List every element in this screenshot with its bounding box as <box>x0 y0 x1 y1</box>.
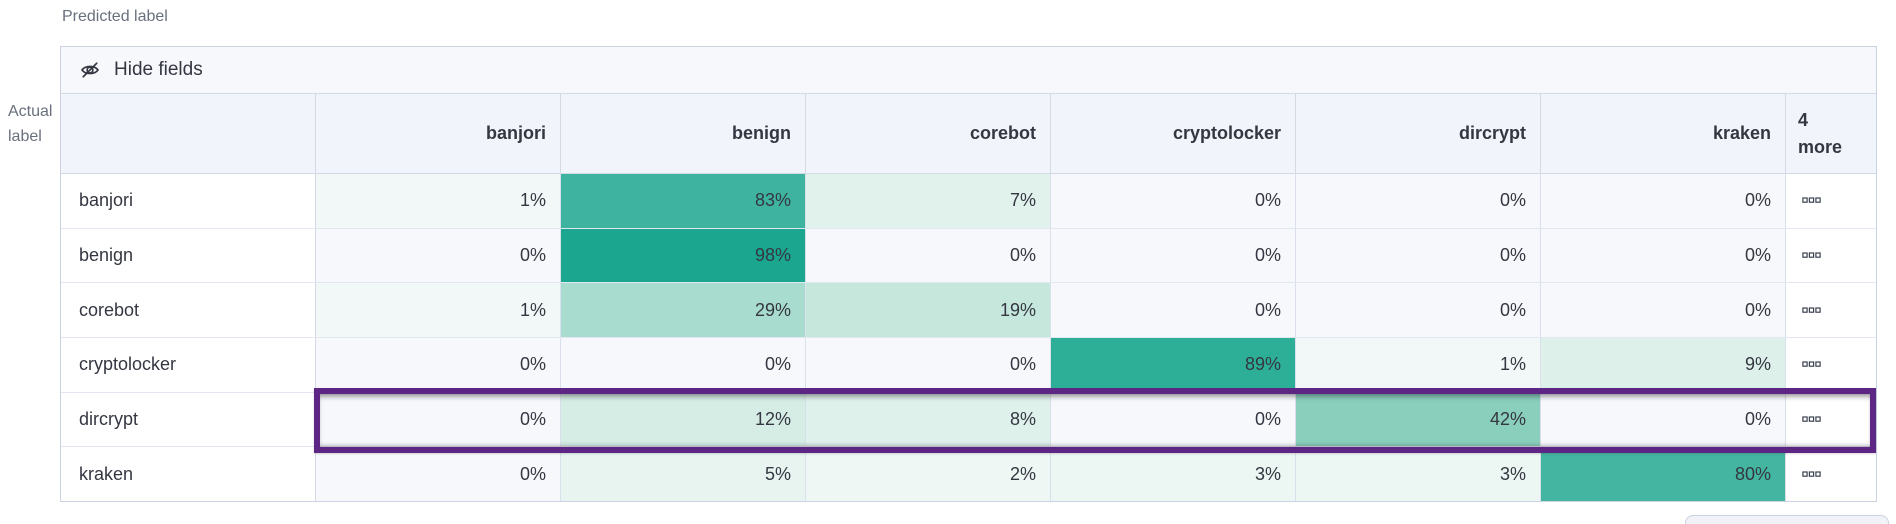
cell-dircrypt-banjori[interactable]: 0% <box>316 392 561 447</box>
boxes-horizontal-icon <box>1802 197 1821 204</box>
matrix-rows: banjori 1% 83% 7% 0% 0% 0% benign 0% 98% 0% 0% 0% 0%… <box>61 174 1876 502</box>
hide-fields-button[interactable]: Hide fields <box>61 47 1876 94</box>
row-label-benign[interactable]: benign <box>61 228 316 283</box>
cell-corebot-kraken[interactable]: 0% <box>1541 283 1786 338</box>
more-columns-word: more <box>1798 136 1843 157</box>
table-row-benign: benign 0% 98% 0% 0% 0% 0% <box>61 228 1876 284</box>
eye-slash-icon <box>81 62 99 78</box>
cell-kraken-dircrypt[interactable]: 3% <box>1296 447 1541 502</box>
matrix-header-row: banjori benign corebot cryptolocker dircrypt… <box>61 94 1876 174</box>
cell-benign-kraken[interactable]: 0% <box>1541 228 1786 283</box>
row-more-cell <box>1786 228 1876 283</box>
cell-corebot-cryptolocker[interactable]: 0% <box>1051 283 1296 338</box>
cell-kraken-cryptolocker[interactable]: 3% <box>1051 447 1296 502</box>
cell-banjori-benign[interactable]: 83% <box>561 174 806 228</box>
actual-label-axis: Actual label <box>8 103 53 145</box>
cell-kraken-corebot[interactable]: 2% <box>806 447 1051 502</box>
cell-benign-dircrypt[interactable]: 0% <box>1296 228 1541 283</box>
cell-banjori-kraken[interactable]: 0% <box>1541 174 1786 228</box>
column-header-benign[interactable]: benign <box>561 94 806 173</box>
cell-cryptolocker-dircrypt[interactable]: 1% <box>1296 338 1541 392</box>
boxes-horizontal-icon <box>1802 361 1821 368</box>
row-expand-button[interactable] <box>1800 359 1823 370</box>
cell-corebot-banjori[interactable]: 1% <box>316 283 561 338</box>
boxes-horizontal-icon <box>1802 416 1821 422</box>
boxes-horizontal-icon <box>1802 471 1821 477</box>
table-row-kraken: kraken 0% 5% 2% 3% 3% 80% <box>61 447 1876 502</box>
cell-kraken-kraken[interactable]: 80% <box>1541 447 1786 502</box>
row-label-header-cell <box>61 94 316 173</box>
confusion-matrix-grid: Hide fields banjori benign corebot cryptolo… <box>60 46 1877 502</box>
cell-kraken-banjori[interactable]: 0% <box>316 447 561 502</box>
row-more-cell <box>1786 283 1876 338</box>
cell-cryptolocker-benign[interactable]: 0% <box>561 338 806 392</box>
cell-cryptolocker-cryptolocker[interactable]: 89% <box>1051 338 1296 392</box>
row-more-cell <box>1786 392 1876 447</box>
cell-benign-banjori[interactable]: 0% <box>316 228 561 283</box>
boxes-horizontal-icon <box>1802 307 1821 313</box>
cell-corebot-corebot[interactable]: 19% <box>806 283 1051 338</box>
hide-fields-label: Hide fields <box>114 59 203 80</box>
table-row-dircrypt: dircrypt 0% 12% 8% 0% 42% 0% <box>61 392 1876 448</box>
cell-banjori-banjori[interactable]: 1% <box>316 174 561 228</box>
column-header-cryptolocker[interactable]: cryptolocker <box>1051 94 1296 173</box>
horizontal-scrollbar[interactable] <box>1685 515 1889 524</box>
cell-benign-corebot[interactable]: 0% <box>806 228 1051 283</box>
cell-benign-benign[interactable]: 98% <box>561 228 806 283</box>
cell-dircrypt-benign[interactable]: 12% <box>561 392 806 447</box>
row-expand-button[interactable] <box>1800 195 1823 206</box>
table-row-banjori: banjori 1% 83% 7% 0% 0% 0% <box>61 174 1876 229</box>
cell-corebot-benign[interactable]: 29% <box>561 283 806 338</box>
row-label-cryptolocker[interactable]: cryptolocker <box>61 338 316 392</box>
row-more-cell <box>1786 174 1876 228</box>
cell-benign-cryptolocker[interactable]: 0% <box>1051 228 1296 283</box>
more-columns-count: 4 <box>1798 109 1809 130</box>
cell-dircrypt-corebot[interactable]: 8% <box>806 392 1051 447</box>
row-label-kraken[interactable]: kraken <box>61 447 316 502</box>
cell-dircrypt-kraken[interactable]: 0% <box>1541 392 1786 447</box>
cell-dircrypt-dircrypt[interactable]: 42% <box>1296 392 1541 447</box>
predicted-label-axis: Predicted label <box>62 8 168 25</box>
row-expand-button[interactable] <box>1800 250 1823 261</box>
cell-kraken-benign[interactable]: 5% <box>561 447 806 502</box>
column-header-more[interactable]: 4 more <box>1786 94 1876 173</box>
row-expand-button[interactable] <box>1800 469 1823 480</box>
row-label-corebot[interactable]: corebot <box>61 283 316 338</box>
table-row-cryptolocker: cryptolocker 0% 0% 0% 89% 1% 9% <box>61 338 1876 393</box>
cell-banjori-corebot[interactable]: 7% <box>806 174 1051 228</box>
cell-banjori-dircrypt[interactable]: 0% <box>1296 174 1541 228</box>
cell-cryptolocker-corebot[interactable]: 0% <box>806 338 1051 392</box>
row-expand-button[interactable] <box>1800 305 1823 316</box>
cell-banjori-cryptolocker[interactable]: 0% <box>1051 174 1296 228</box>
cell-cryptolocker-kraken[interactable]: 9% <box>1541 338 1786 392</box>
row-label-banjori[interactable]: banjori <box>61 174 316 228</box>
table-row-corebot: corebot 1% 29% 19% 0% 0% 0% <box>61 283 1876 339</box>
row-more-cell <box>1786 338 1876 392</box>
row-label-dircrypt[interactable]: dircrypt <box>61 392 316 447</box>
cell-corebot-dircrypt[interactable]: 0% <box>1296 283 1541 338</box>
column-header-corebot[interactable]: corebot <box>806 94 1051 173</box>
column-header-banjori[interactable]: banjori <box>316 94 561 173</box>
row-expand-button[interactable] <box>1800 414 1823 425</box>
boxes-horizontal-icon <box>1802 252 1821 258</box>
cell-cryptolocker-banjori[interactable]: 0% <box>316 338 561 392</box>
column-header-kraken[interactable]: kraken <box>1541 94 1786 173</box>
row-more-cell <box>1786 447 1876 502</box>
column-header-dircrypt[interactable]: dircrypt <box>1296 94 1541 173</box>
cell-dircrypt-cryptolocker[interactable]: 0% <box>1051 392 1296 447</box>
